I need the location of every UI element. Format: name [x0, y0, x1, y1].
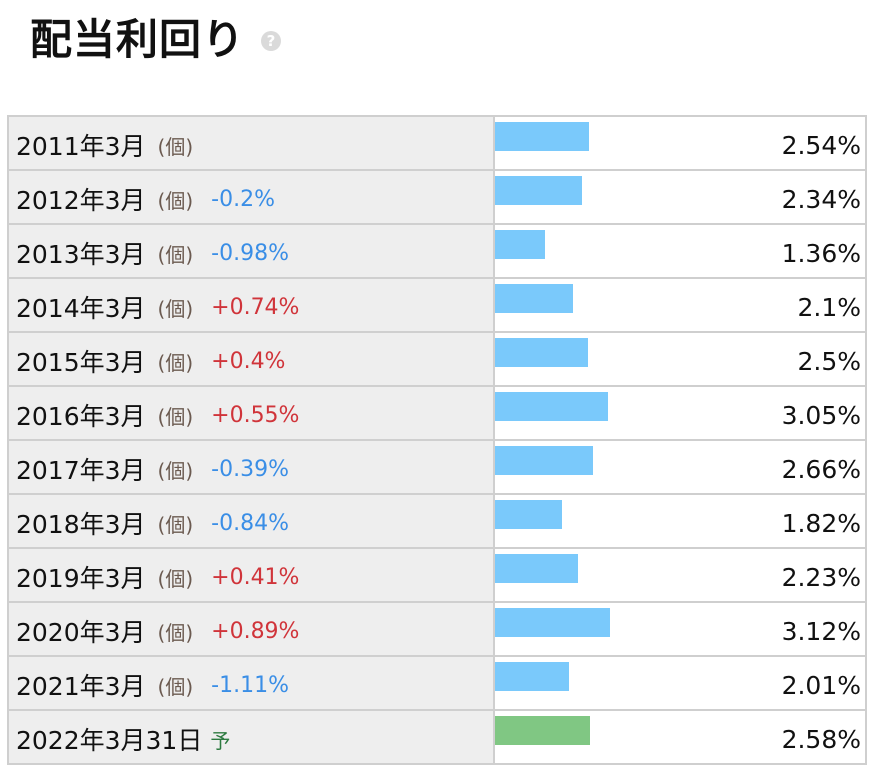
yield-value: 2.34%: [781, 184, 861, 214]
change-label: -1.11%: [211, 672, 289, 698]
yield-bar: [495, 122, 589, 151]
table-row: 2017年3月 (個) -0.39% 2.66%: [9, 441, 865, 495]
table-row: 2021年3月 (個) -1.11% 2.01%: [9, 657, 865, 711]
unit-label: (個): [157, 404, 194, 429]
yield-value: 2.54%: [781, 130, 861, 160]
bar-cell: 2.66%: [495, 441, 865, 493]
forecast-badge: 予: [210, 728, 231, 753]
period-label: 2016年3月: [16, 402, 146, 431]
period-label: 2017年3月: [16, 456, 146, 485]
yield-bar: [495, 284, 573, 313]
table-row: 2022年3月31日予 2.58%: [9, 711, 865, 765]
yield-value: 3.12%: [781, 616, 861, 646]
yield-bar: [495, 176, 582, 205]
yield-bar: [495, 608, 610, 637]
table-row: 2014年3月 (個) +0.74% 2.1%: [9, 279, 865, 333]
bar-cell: 2.5%: [495, 333, 865, 385]
unit-label: (個): [157, 350, 194, 375]
row-label-cell: 2022年3月31日予: [9, 711, 495, 763]
change-label: +0.4%: [211, 348, 286, 374]
yield-value: 3.05%: [781, 400, 861, 430]
yield-bar: [495, 338, 588, 367]
row-label-cell: 2012年3月 (個) -0.2%: [9, 171, 495, 223]
change-label: +0.74%: [211, 294, 300, 320]
row-label-cell: 2016年3月 (個) +0.55%: [9, 387, 495, 439]
period-label: 2019年3月: [16, 564, 146, 593]
bar-cell: 3.12%: [495, 603, 865, 655]
unit-label: (個): [157, 242, 194, 267]
bar-cell: 1.82%: [495, 495, 865, 547]
unit-label: (個): [157, 296, 194, 321]
period-label: 2018年3月: [16, 510, 146, 539]
change-label: -0.2%: [211, 186, 275, 212]
row-label-cell: 2021年3月 (個) -1.11%: [9, 657, 495, 709]
yield-value: 2.5%: [797, 346, 861, 376]
unit-label: (個): [157, 188, 194, 213]
unit-label: (個): [157, 134, 194, 159]
change-label: +0.41%: [211, 564, 300, 590]
row-label-cell: 2013年3月 (個) -0.98%: [9, 225, 495, 277]
yield-bar: [495, 446, 593, 475]
row-label-cell: 2017年3月 (個) -0.39%: [9, 441, 495, 493]
bar-cell: 2.58%: [495, 711, 865, 763]
table-row: 2016年3月 (個) +0.55% 3.05%: [9, 387, 865, 441]
row-label-cell: 2011年3月 (個): [9, 117, 495, 169]
change-label: +0.55%: [211, 402, 300, 428]
unit-label: (個): [157, 620, 194, 645]
yield-value: 2.1%: [797, 292, 861, 322]
period-label: 2013年3月: [16, 240, 146, 269]
yield-value: 2.58%: [781, 724, 861, 754]
bar-cell: 1.36%: [495, 225, 865, 277]
period-label: 2020年3月: [16, 618, 146, 647]
dividend-yield-table: 2011年3月 (個) 2.54% 2012年3月 (個) -0.2% 2.34% 2013年…: [7, 115, 867, 765]
change-label: -0.39%: [211, 456, 289, 482]
yield-bar: [495, 500, 562, 529]
change-label: -0.84%: [211, 510, 289, 536]
yield-value: 2.23%: [781, 562, 861, 592]
yield-value: 2.01%: [781, 670, 861, 700]
table-row: 2013年3月 (個) -0.98% 1.36%: [9, 225, 865, 279]
page-title: 配当利回り: [30, 14, 246, 64]
yield-bar: [495, 230, 545, 259]
bar-cell: 2.01%: [495, 657, 865, 709]
period-label: 2015年3月: [16, 348, 146, 377]
bar-cell: 3.05%: [495, 387, 865, 439]
table-row: 2019年3月 (個) +0.41% 2.23%: [9, 549, 865, 603]
change-label: +0.89%: [211, 618, 300, 644]
table-row: 2018年3月 (個) -0.84% 1.82%: [9, 495, 865, 549]
change-label: -0.98%: [211, 240, 289, 266]
unit-label: (個): [157, 512, 194, 537]
yield-value: 1.36%: [781, 238, 861, 268]
row-label-cell: 2018年3月 (個) -0.84%: [9, 495, 495, 547]
question-circle-icon[interactable]: ?: [261, 31, 282, 51]
table-row: 2011年3月 (個) 2.54%: [9, 117, 865, 171]
bar-cell: 2.23%: [495, 549, 865, 601]
yield-value: 1.82%: [781, 508, 861, 538]
table-row: 2020年3月 (個) +0.89% 3.12%: [9, 603, 865, 657]
period-label: 2012年3月: [16, 186, 146, 215]
row-label-cell: 2020年3月 (個) +0.89%: [9, 603, 495, 655]
period-label: 2011年3月: [16, 132, 146, 161]
period-label: 2021年3月: [16, 672, 146, 701]
yield-bar: [495, 554, 578, 583]
row-label-cell: 2014年3月 (個) +0.74%: [9, 279, 495, 331]
bar-cell: 2.1%: [495, 279, 865, 331]
table-row: 2012年3月 (個) -0.2% 2.34%: [9, 171, 865, 225]
yield-bar: [495, 716, 590, 745]
row-label-cell: 2015年3月 (個) +0.4%: [9, 333, 495, 385]
unit-label: (個): [157, 674, 194, 699]
period-label: 2014年3月: [16, 294, 146, 323]
yield-bar: [495, 662, 569, 691]
row-label-cell: 2019年3月 (個) +0.41%: [9, 549, 495, 601]
header: 配当利回り ?: [30, 4, 282, 68]
table-row: 2015年3月 (個) +0.4% 2.5%: [9, 333, 865, 387]
unit-label: (個): [157, 458, 194, 483]
bar-cell: 2.34%: [495, 171, 865, 223]
unit-label: (個): [157, 566, 194, 591]
yield-value: 2.66%: [781, 454, 861, 484]
yield-bar: [495, 392, 608, 421]
bar-cell: 2.54%: [495, 117, 865, 169]
period-label: 2022年3月31日: [16, 726, 203, 755]
